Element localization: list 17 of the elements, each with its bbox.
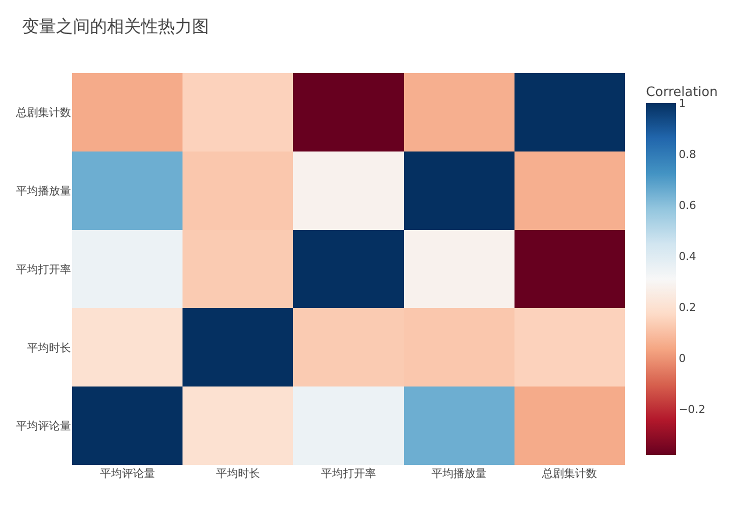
color-bar-label: −0.2 [678, 402, 706, 416]
y-tick-label: 平均打开率 [16, 262, 71, 276]
color-bar-label: 0.8 [678, 148, 696, 161]
y-tick-label: 平均评论量 [16, 420, 71, 433]
x-tick-label: 总剧集计数 [541, 467, 598, 480]
color-bar-label: 0.6 [678, 198, 696, 212]
x-tick-label: 平均时长 [216, 467, 260, 480]
y-tick-label: 总剧集计数 [15, 106, 71, 120]
y-tick-label: 平均时长 [27, 341, 71, 354]
color-bar-label: 0.2 [678, 300, 696, 314]
color-bar-label: 0.4 [678, 250, 696, 263]
chart-title: 变量之间的相关性热力图 [22, 17, 210, 38]
y-tick-label: 平均播放量 [16, 184, 71, 198]
x-tick-label: 平均打开率 [321, 467, 376, 480]
color-bar-label: 0 [678, 352, 686, 365]
x-tick-label: 平均播放量 [432, 467, 487, 480]
x-tick-label: 平均评论量 [100, 467, 155, 480]
